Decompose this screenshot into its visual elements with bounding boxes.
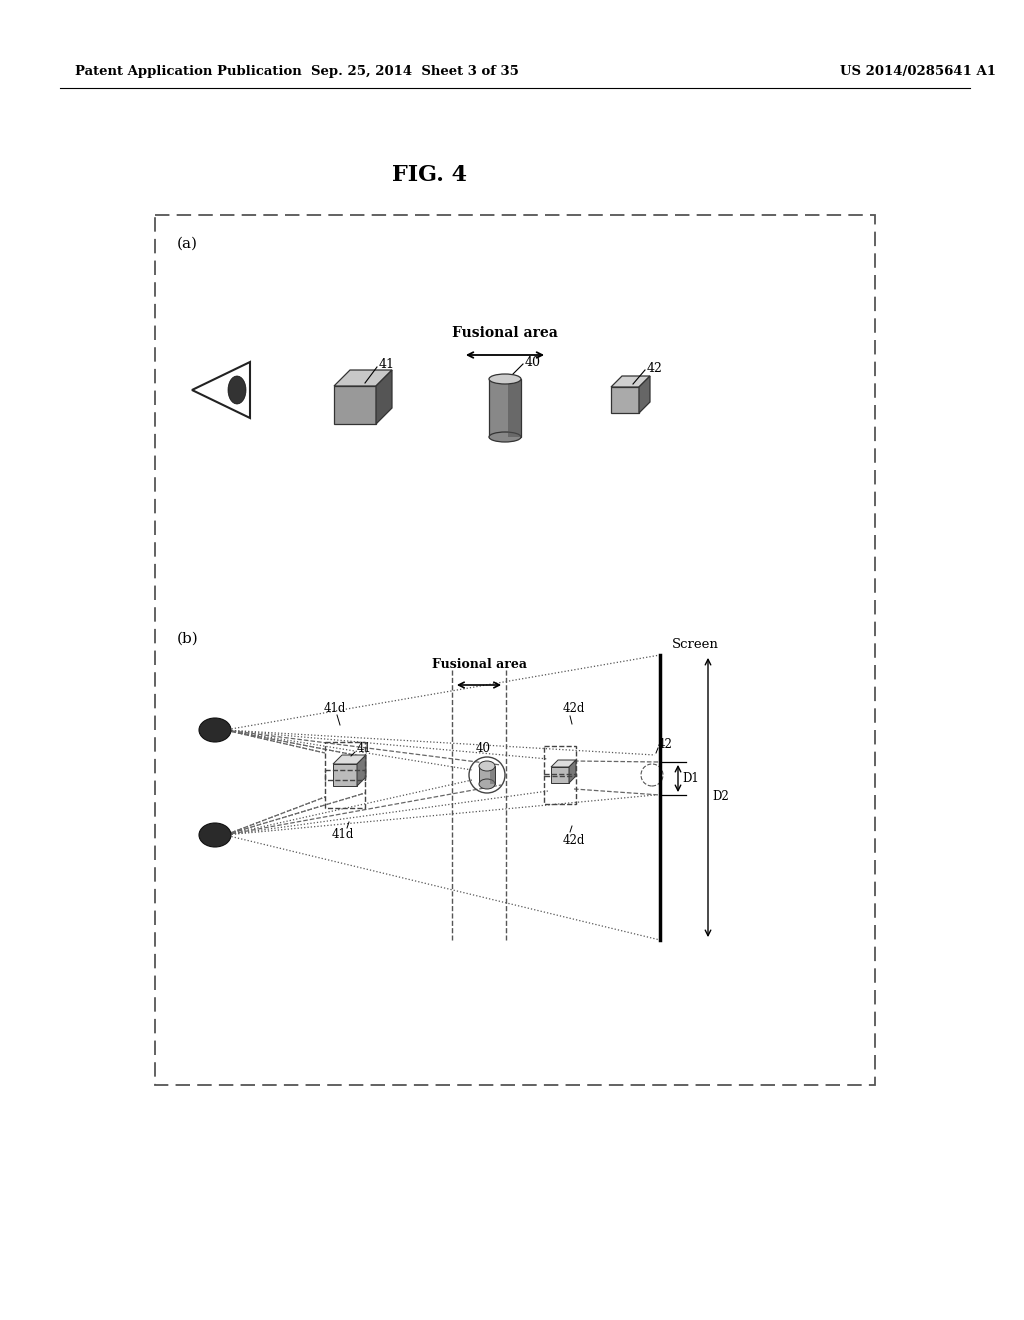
Text: 42: 42 (647, 362, 663, 375)
Text: Fusional area: Fusional area (431, 657, 526, 671)
Polygon shape (357, 755, 366, 785)
Text: 42d: 42d (563, 701, 585, 714)
Text: 40: 40 (475, 742, 490, 755)
Polygon shape (376, 370, 392, 424)
Polygon shape (479, 766, 495, 784)
Ellipse shape (489, 374, 521, 384)
Text: D2: D2 (712, 791, 729, 804)
Ellipse shape (479, 762, 495, 771)
Polygon shape (611, 387, 639, 413)
Polygon shape (489, 379, 521, 437)
Text: Screen: Screen (672, 639, 719, 652)
Ellipse shape (199, 822, 231, 847)
Text: (b): (b) (177, 632, 199, 645)
Polygon shape (334, 385, 376, 424)
Text: D1: D1 (682, 771, 698, 784)
Text: US 2014/0285641 A1: US 2014/0285641 A1 (840, 66, 996, 78)
Polygon shape (490, 766, 495, 784)
Polygon shape (334, 370, 392, 385)
Text: 41d: 41d (324, 701, 346, 714)
Polygon shape (508, 379, 521, 437)
Text: (a): (a) (177, 238, 198, 251)
Ellipse shape (489, 432, 521, 442)
Polygon shape (569, 760, 575, 783)
Polygon shape (551, 767, 569, 783)
Text: 42: 42 (658, 738, 673, 751)
Polygon shape (551, 760, 575, 767)
Text: 41: 41 (357, 742, 372, 755)
Ellipse shape (479, 779, 495, 789)
Ellipse shape (228, 376, 246, 404)
Polygon shape (639, 376, 650, 413)
Text: 41d: 41d (332, 829, 354, 842)
Text: Fusional area: Fusional area (452, 326, 558, 341)
Text: Sep. 25, 2014  Sheet 3 of 35: Sep. 25, 2014 Sheet 3 of 35 (311, 66, 519, 78)
Text: 42d: 42d (563, 833, 585, 846)
Polygon shape (333, 755, 366, 764)
Polygon shape (333, 764, 357, 785)
Text: 40: 40 (525, 355, 541, 368)
Text: 41: 41 (379, 359, 395, 371)
Ellipse shape (199, 718, 231, 742)
Text: Patent Application Publication: Patent Application Publication (75, 66, 302, 78)
Polygon shape (611, 376, 650, 387)
Text: FIG. 4: FIG. 4 (392, 164, 468, 186)
